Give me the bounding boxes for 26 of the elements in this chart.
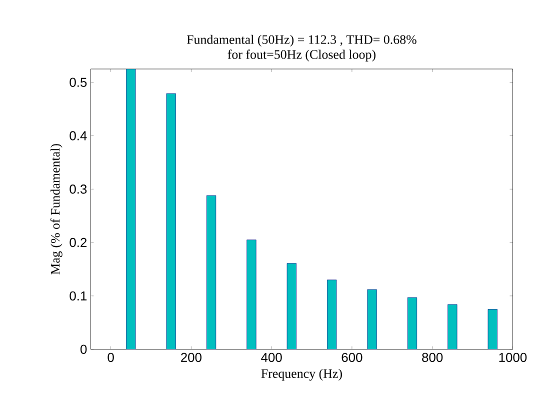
x-tick-label: 0 [108, 352, 114, 362]
bar [206, 195, 216, 350]
x-tick-label: 600 [342, 352, 362, 362]
x-tick-label: 200 [181, 352, 202, 362]
y-tick-label: 0 [80, 344, 87, 354]
x-tick-label: 800 [422, 352, 443, 362]
chart-title: Fundamental (50Hz) = 112.3 , THD= 0.68% [186, 34, 416, 47]
bar [246, 240, 256, 350]
y-tick-label: 0.3 [70, 184, 87, 194]
bar [488, 309, 498, 350]
x-tick-label: 400 [261, 352, 282, 362]
y-tick-label: 0.5 [70, 78, 87, 87]
y-tick-label: 0.2 [70, 238, 87, 248]
bar [448, 304, 458, 350]
y-tick-label: 0.1 [70, 291, 87, 300]
bar [367, 289, 377, 350]
y-axis-title: Mag (% of Fundamental) [50, 144, 62, 274]
x-axis-title: Frequency (Hz) [261, 368, 342, 381]
bar [327, 280, 337, 350]
bar [166, 93, 176, 350]
y-tick-label: 0.4 [70, 131, 87, 140]
bar [407, 297, 418, 350]
bar [286, 263, 296, 350]
chart-subtitle: for fout=50Hz (Closed loop) [228, 50, 376, 62]
bar [126, 68, 136, 350]
x-tick-label: 1000 [499, 352, 527, 362]
